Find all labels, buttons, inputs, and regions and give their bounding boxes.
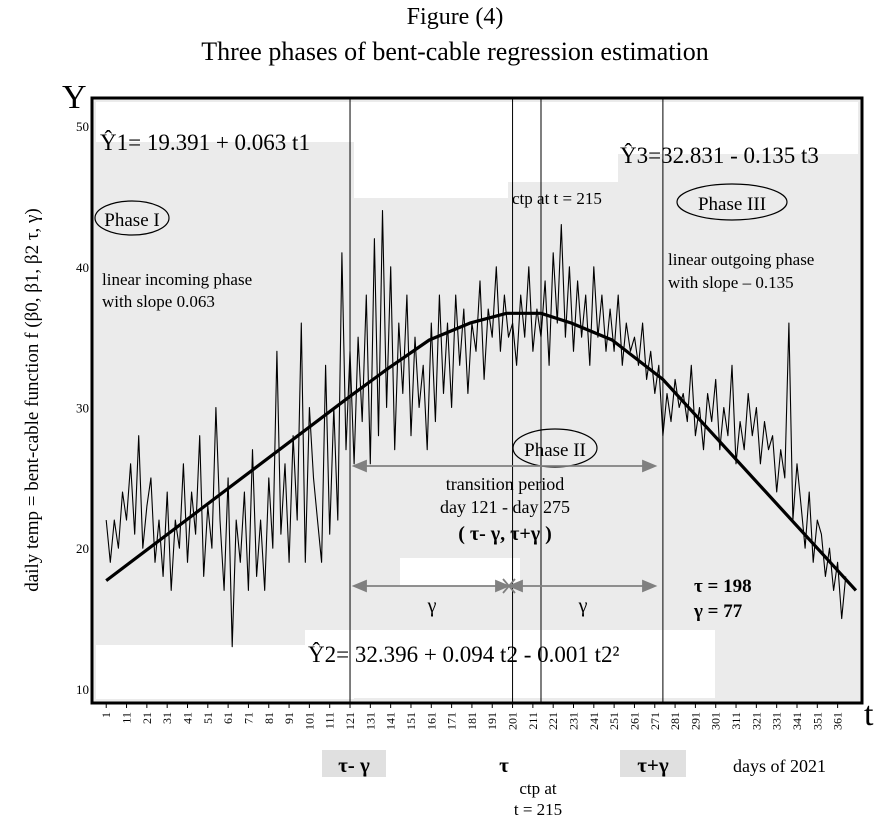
y-tick-label-0: 10 (76, 682, 89, 697)
x-tick-label-18: 181 (465, 712, 479, 730)
x-tick-label-12: 121 (343, 712, 357, 730)
y-axis-label: daily temp = bent-cable function f (β0, … (22, 208, 43, 591)
x-tick-label-30: 301 (709, 712, 723, 730)
outgoing-phase-line-1: linear outgoing phase (668, 250, 814, 269)
x-tick-label-1: 11 (120, 712, 134, 724)
ctp-top-label: ctp at t = 215 (512, 189, 602, 208)
tau-mark: τ (499, 753, 509, 777)
ctp-bottom-line-1: ctp at (519, 779, 557, 798)
y-tick-labels: 10 20 30 40 50 (76, 119, 89, 697)
phase-2-ellipse (512, 428, 598, 468)
x-tick-label-35: 351 (810, 712, 824, 730)
y-tick-label-3: 40 (76, 260, 89, 275)
outgoing-phase-line-2: with slope – 0.135 (668, 273, 794, 292)
transition-arrow (351, 459, 658, 473)
tau-minus-gamma-box (322, 750, 386, 777)
t-axis-letter: t (864, 696, 874, 733)
phase-2-label: Phase II (524, 440, 586, 461)
x-tick-label-13: 131 (363, 712, 377, 730)
x-tick-label-33: 331 (770, 712, 784, 730)
x-tick-label-36: 361 (831, 712, 845, 730)
ctp-bottom-line-2: t = 215 (514, 800, 562, 819)
x-tick-label-24: 241 (587, 712, 601, 730)
plot-frame (90, 96, 864, 705)
x-tick-label-11: 111 (323, 712, 337, 729)
x-tick-label-16: 161 (424, 712, 438, 730)
x-tick-label-29: 291 (688, 712, 702, 730)
x-tick-label-27: 271 (648, 712, 662, 730)
vertical-marker-lines (349, 98, 664, 703)
transition-label-2: day 121 - day 275 (440, 497, 570, 517)
x-tick-label-6: 61 (221, 712, 235, 724)
figure-title: Three phases of bent-cable regression es… (201, 37, 709, 66)
figure-number: Figure (4) (407, 4, 504, 30)
gamma-left-label: γ (427, 595, 437, 617)
phase-3-label: Phase III (698, 194, 766, 215)
transition-label-1: transition period (446, 474, 564, 494)
equation-phase-1: Ŷ1= 19.391 + 0.063 t1 (100, 130, 310, 155)
gamma-value: γ = 77 (693, 601, 743, 622)
x-tick-label-5: 51 (201, 712, 215, 724)
y-tick-label-4: 50 (76, 119, 89, 134)
y-axis-letter: Y (62, 79, 87, 116)
phase-1-ellipse (94, 200, 170, 236)
tau-plus-gamma-mark: τ+γ (637, 753, 669, 777)
x-tick-label-14: 141 (384, 712, 398, 730)
x-tick-label-9: 91 (282, 712, 296, 724)
phase-1-label: Phase I (104, 210, 159, 231)
incoming-phase-line-1: linear incoming phase (102, 270, 252, 289)
x-tick-label-17: 171 (445, 712, 459, 730)
x-tick-label-31: 311 (729, 712, 743, 730)
x-tick-label-2: 21 (140, 712, 154, 724)
y-tick-label-1: 20 (76, 541, 89, 556)
white-boxes (96, 102, 858, 699)
x-tick-label-25: 251 (607, 712, 621, 730)
incoming-phase-line-2: with slope 0.063 (102, 292, 215, 311)
x-tick-label-32: 321 (749, 712, 763, 730)
x-tick-labels: 1 11 21 31 41 51 61 71 81 91 101 111 121 131 141 151 161… (99, 703, 845, 730)
x-tick-label-10: 101 (302, 712, 316, 730)
x-tick-label-34: 341 (790, 712, 804, 730)
x-tick-label-4: 41 (180, 712, 194, 724)
x-tick-label-21: 211 (526, 712, 540, 730)
x-tick-label-15: 151 (404, 712, 418, 730)
x-tick-label-23: 231 (567, 712, 581, 730)
x-tick-label-22: 221 (546, 712, 560, 730)
x-tick-label-0: 1 (99, 712, 113, 718)
gamma-arrows (351, 578, 658, 594)
x-tick-label-20: 201 (506, 712, 520, 730)
series-layer (105, 210, 858, 648)
equation-phase-3: Ŷ3=32.831 - 0.135 t3 (620, 143, 819, 168)
x-tick-label-3: 31 (160, 712, 174, 724)
equation-phase-2: Ŷ2= 32.396 + 0.094 t2 - 0.001 t2² (308, 642, 619, 667)
x-tick-label-26: 261 (627, 712, 641, 730)
gamma-right-label: γ (578, 595, 588, 617)
phase-3-ellipse (676, 183, 788, 221)
tau-value: τ = 198 (694, 576, 752, 597)
y-tick-label-2: 30 (76, 401, 89, 416)
transition-label-3: ( τ- γ, τ+γ ) (458, 523, 552, 545)
x-tick-label-7: 71 (241, 712, 255, 724)
x-tick-label-28: 281 (668, 712, 682, 730)
tau-plus-gamma-box (620, 750, 686, 777)
x-axis-label: days of 2021 (733, 756, 826, 776)
x-tick-label-8: 81 (262, 712, 276, 724)
observed-series-line (105, 210, 847, 648)
tau-minus-gamma-mark: τ- γ (338, 753, 370, 777)
x-tick-label-19: 191 (485, 712, 499, 730)
